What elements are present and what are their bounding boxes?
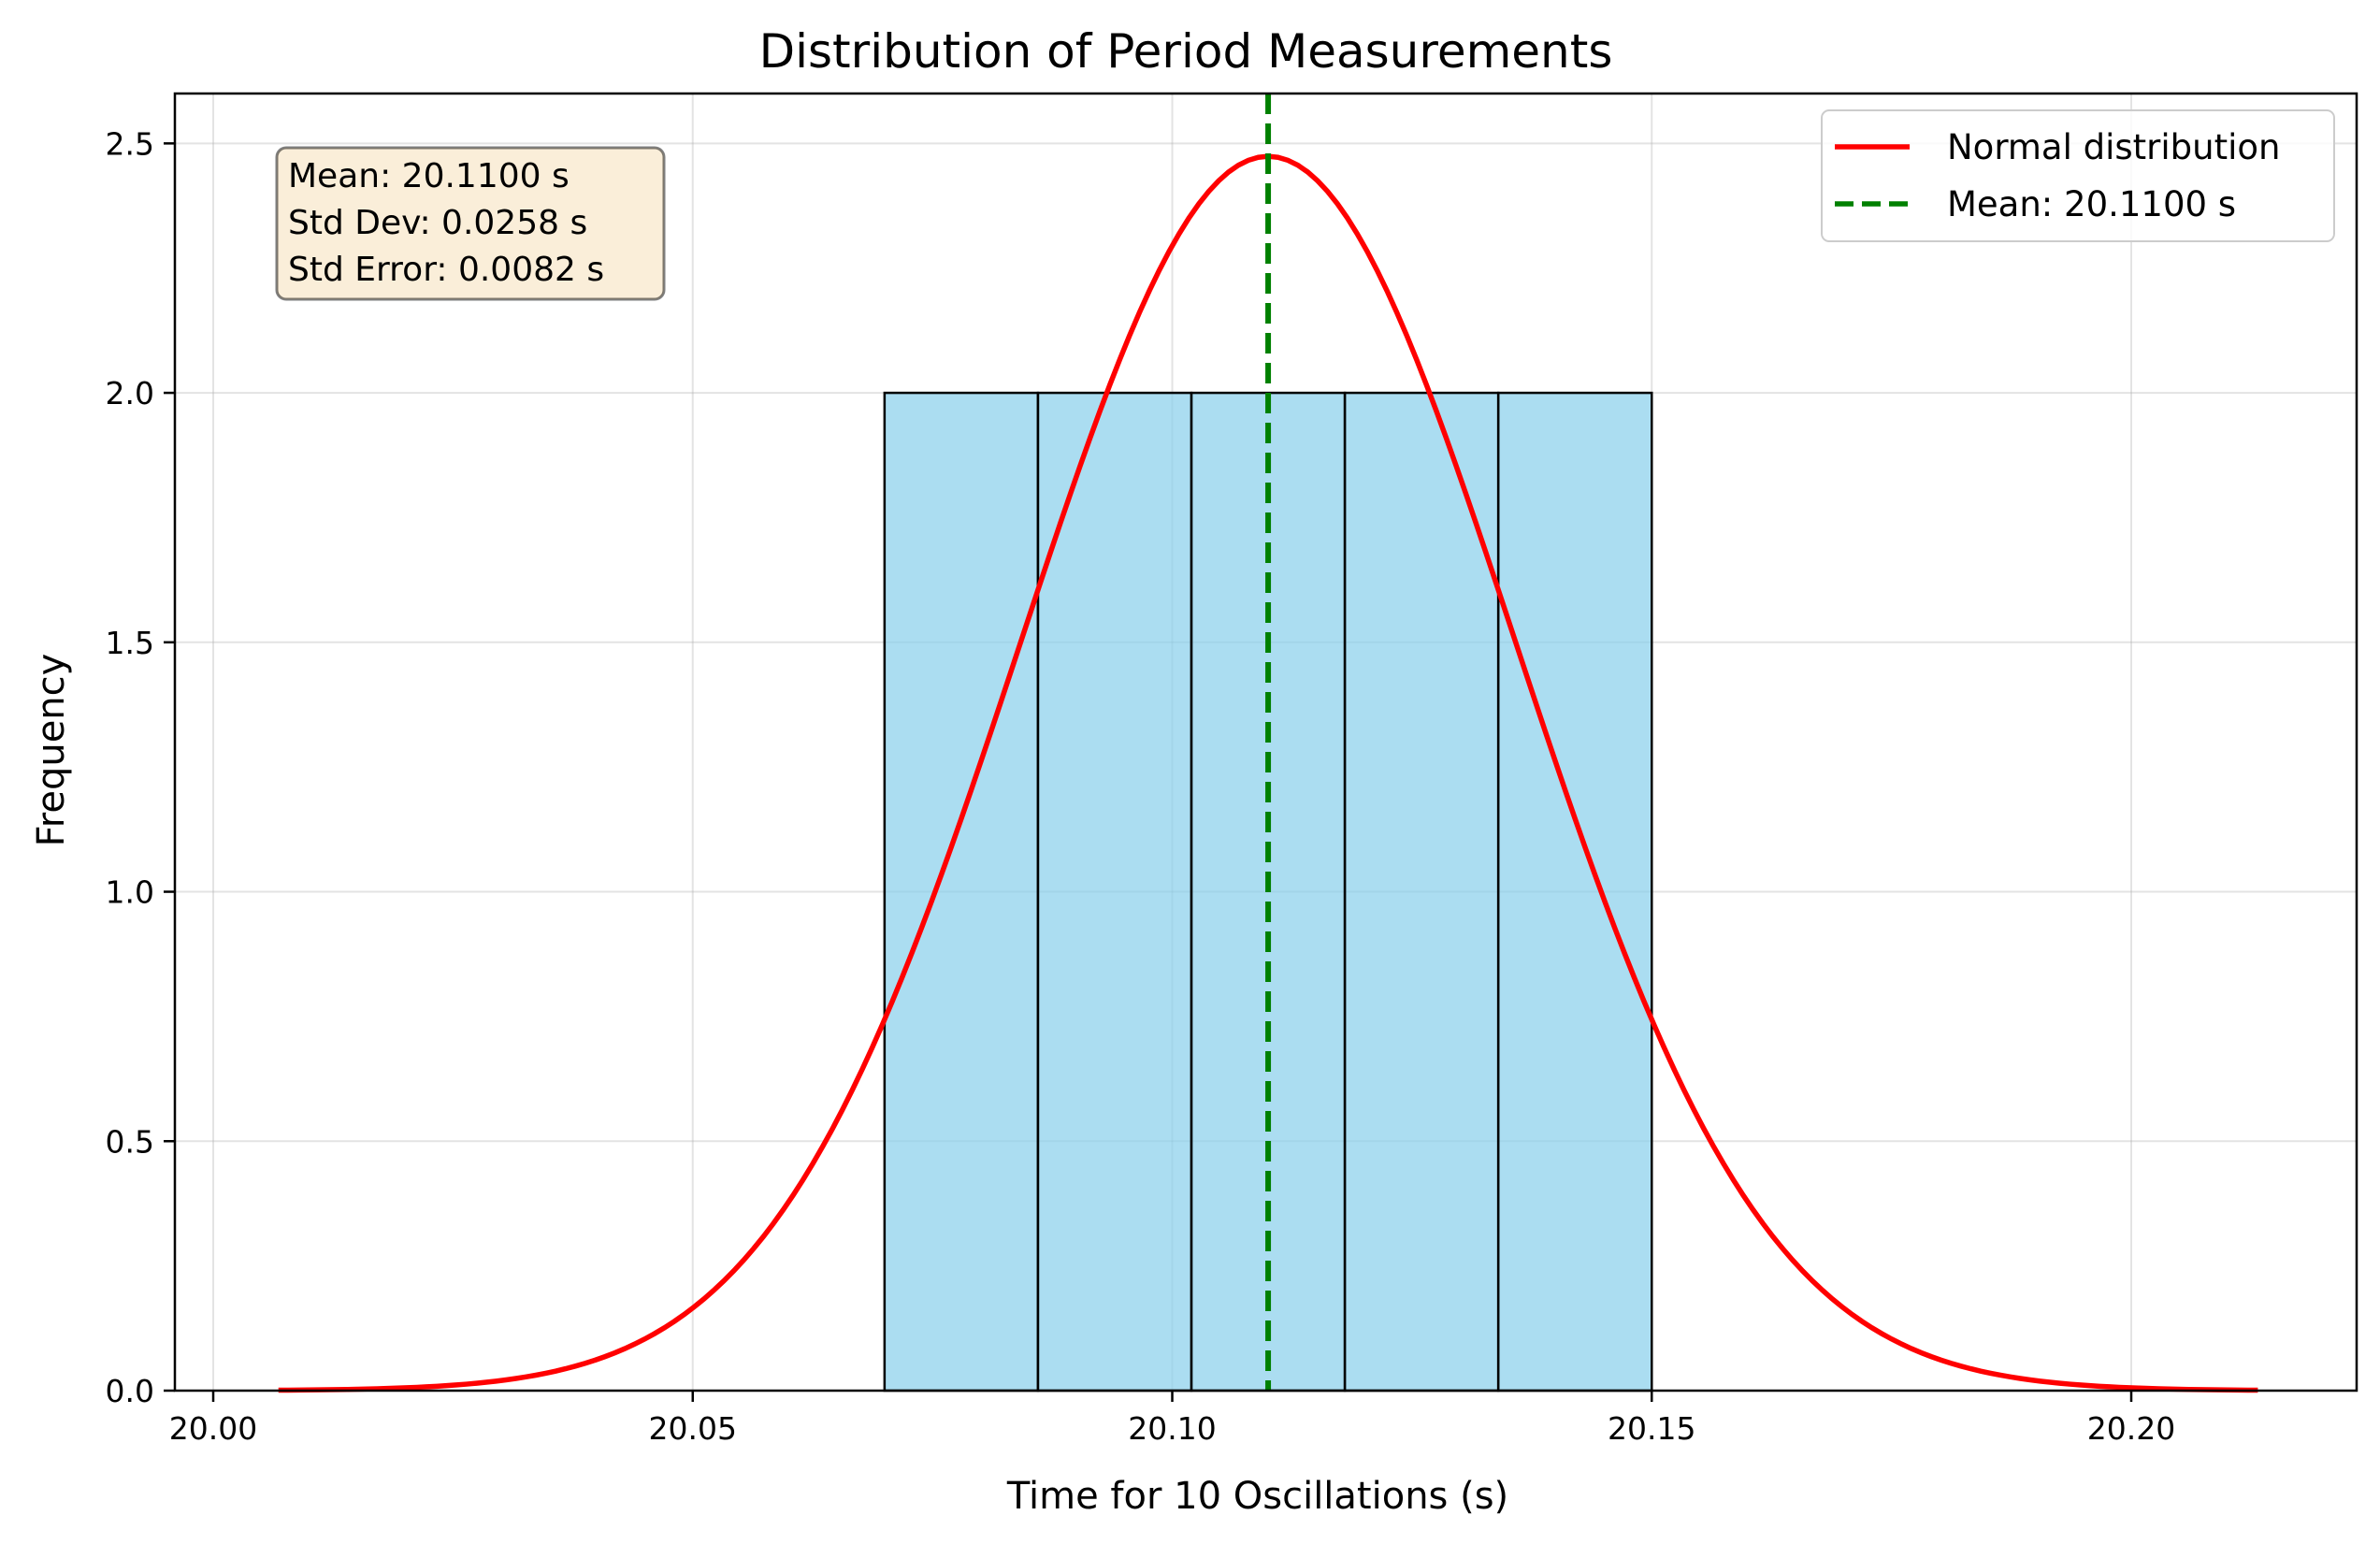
x-tick-label: 20.05	[649, 1410, 737, 1447]
stats-box-background	[275, 146, 666, 301]
y-tick-label: 0.0	[106, 1373, 154, 1409]
x-tick-label: 20.00	[169, 1410, 257, 1447]
y-tick-label: 2.0	[106, 375, 154, 411]
y-tick-label: 0.5	[106, 1123, 154, 1160]
legend-normal-label: Normal distribution	[1947, 127, 2281, 167]
y-tick-label: 1.5	[106, 625, 154, 661]
legend-box	[1821, 109, 2335, 242]
y-tick-label: 2.5	[106, 125, 154, 162]
x-ticks: 20.00 20.05 20.10 20.15 20.20	[169, 1391, 2175, 1447]
histogram-bar	[1036, 391, 1193, 1392]
stats-std-dev: Std Dev: 0.0258 s	[288, 204, 587, 242]
x-tick-label: 20.10	[1128, 1410, 1216, 1447]
y-tick-label: 1.0	[106, 874, 154, 911]
y-ticks: 0.0 0.5 1.0 1.5 2.0 2.5	[106, 125, 175, 1409]
histogram-bar	[1496, 391, 1653, 1392]
histogram-bar	[883, 391, 1040, 1392]
y-axis-label: Frequency	[30, 654, 73, 847]
stats-std-error: Std Error: 0.0082 s	[288, 251, 604, 289]
x-tick-label: 20.20	[2087, 1410, 2175, 1447]
chart-title: Distribution of Period Measurements	[759, 24, 1613, 79]
x-tick-label: 20.15	[1608, 1410, 1695, 1447]
stats-annotation: Mean: 20.1100 s Std Dev: 0.0258 s Std Er…	[275, 146, 666, 301]
stats-mean: Mean: 20.1100 s	[288, 157, 570, 195]
legend-mean-label: Mean: 20.1100 s	[1947, 184, 2236, 224]
plot-frame	[173, 92, 2358, 1392]
histogram-bars	[883, 391, 1653, 1392]
axes	[173, 92, 2358, 1392]
histogram-bar	[1343, 391, 1500, 1392]
x-axis-label: Time for 10 Oscillations (s)	[1006, 1475, 1508, 1518]
legend: Normal distribution Mean: 20.1100 s	[1821, 109, 2335, 242]
